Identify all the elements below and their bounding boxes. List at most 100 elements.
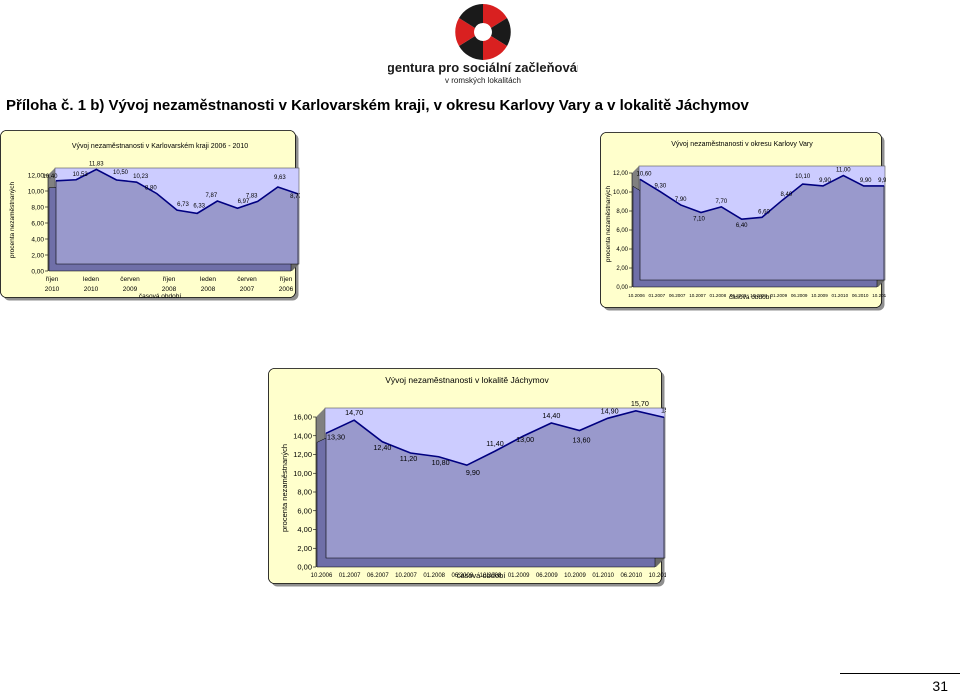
y-axis-title: procenta nezaměstnaných xyxy=(9,181,16,258)
data-label: 10,10 xyxy=(795,174,811,180)
data-label: 7,90 xyxy=(675,197,687,203)
data-label: 7,10 xyxy=(693,217,705,223)
data-label: 10,60 xyxy=(636,171,652,177)
y-tick-label: 12,00 xyxy=(28,172,45,179)
x-tick-label: 01.2009 xyxy=(508,573,530,579)
data-label: 13,30 xyxy=(327,432,345,441)
chart-title: Vývoj nezaměstnanosti v lokalitě Jáchymo… xyxy=(385,375,549,385)
y-tick-label: 2,00 xyxy=(616,266,628,272)
data-label: 13,60 xyxy=(573,436,591,445)
chart-svg: Vývoj nezaměstnanosti v lokalitě Jáchymo… xyxy=(268,368,666,587)
x-tick-label: 10.2010 xyxy=(649,573,666,579)
x-tick-label: 01.2008 xyxy=(710,293,727,298)
data-label: 8,80 xyxy=(145,186,157,192)
data-label: 12,40 xyxy=(373,443,391,452)
x-tick-label: 01.2009 xyxy=(771,293,788,298)
logo-subtitle: v romských lokalitách xyxy=(445,76,521,85)
y-tick-label: 4,00 xyxy=(297,525,312,534)
data-label: 6,97 xyxy=(238,199,250,205)
data-label: 7,70 xyxy=(715,199,727,205)
data-label: 11,83 xyxy=(89,161,104,167)
x-tick-label: leden xyxy=(83,276,99,283)
data-label: 11,40 xyxy=(486,439,503,448)
x-tick-label: 10.2007 xyxy=(395,573,417,579)
x-tick-label: leden xyxy=(200,276,216,283)
chart-title: Vývoj nezaměstnanosti v Karlovarském kra… xyxy=(72,143,248,150)
x-tick-label-year: 2008 xyxy=(162,286,177,293)
data-label: 10,50 xyxy=(113,170,129,176)
y-tick-label: 12,00 xyxy=(613,171,629,177)
data-label: 6,73 xyxy=(177,202,189,208)
y-tick-label: 14,00 xyxy=(293,431,312,440)
y-tick-label: 4,00 xyxy=(616,247,628,253)
y-axis-title: procenta nezaměstnaných xyxy=(605,185,612,262)
data-label: 7,83 xyxy=(246,193,258,199)
chart-title: Vývoj nezaměstnanosti v okresu Karlovy V… xyxy=(671,141,813,148)
data-label: 9,30 xyxy=(654,184,666,190)
x-tick-label-year: 2007 xyxy=(240,286,255,293)
data-label: 10,23 xyxy=(133,174,149,180)
x-tick-label: 06.2008 xyxy=(730,293,747,298)
x-tick-label: červen xyxy=(120,276,140,283)
x-tick-label: 01.2010 xyxy=(592,573,614,579)
x-tick-label: 10.2009 xyxy=(564,573,586,579)
data-label: 15,70 xyxy=(631,399,649,408)
x-tick-label-year: 2008 xyxy=(201,286,216,293)
data-label: 9,90 xyxy=(860,178,872,184)
data-label: 11,00 xyxy=(836,168,851,174)
chart-svg: Vývoj nezaměstnanosti v Karlovarském kra… xyxy=(0,130,300,301)
data-label: 8,77 xyxy=(290,194,300,200)
x-tick-label: 01.2007 xyxy=(339,573,361,579)
x-tick-label: 10.2009 xyxy=(811,293,828,298)
data-label: 10,40 xyxy=(42,174,58,180)
data-label: 9,90 xyxy=(878,178,886,184)
y-tick-label: 6,00 xyxy=(31,220,44,227)
y-tick-label: 0,00 xyxy=(616,285,628,291)
x-tick-label-year: 2009 xyxy=(123,286,138,293)
x-axis-title: časová období xyxy=(457,571,507,580)
data-label: 8,40 xyxy=(780,192,792,198)
y-tick-label: 8,00 xyxy=(616,209,628,215)
x-tick-label: 06.2008 xyxy=(451,573,473,579)
x-tick-label: 01.2008 xyxy=(423,573,445,579)
agency-logo-graphic: Agentura pro sociální začleňování v roms… xyxy=(378,4,589,85)
series-line xyxy=(55,168,299,215)
data-label: 14,40 xyxy=(542,411,560,420)
chart-okres-karlovy-vary: Vývoj nezaměstnanosti v okresu Karlovy V… xyxy=(600,132,886,312)
page-heading: Příloha č. 1 b) Vývoj nezaměstnanosti v … xyxy=(6,97,749,114)
page-number: 31 xyxy=(932,678,948,694)
data-label: 9,90 xyxy=(819,178,831,184)
y-tick-label: 10,00 xyxy=(613,190,629,196)
logo-name: Agentura pro sociální začleňování xyxy=(388,60,578,75)
chart-svg: Vývoj nezaměstnanosti v okresu Karlovy V… xyxy=(600,132,886,311)
data-label: 9,63 xyxy=(274,175,286,181)
y-tick-label: 8,00 xyxy=(31,204,44,211)
x-tick-label-year: 2006 xyxy=(279,286,294,293)
x-axis-title: časová období xyxy=(729,294,771,301)
x-tick-label: 10.2007 xyxy=(689,293,706,298)
x-tick-label: 06.2010 xyxy=(852,293,869,298)
data-label: 11,20 xyxy=(400,454,417,463)
data-label: 13,00 xyxy=(516,435,534,444)
data-label: 9,90 xyxy=(466,468,480,477)
y-tick-label: 10,00 xyxy=(293,469,312,478)
x-tick-label: 10.2008 xyxy=(750,293,767,298)
x-tick-label: 06.2009 xyxy=(536,573,558,579)
chart-lokalita-jachymov: Vývoj nezaměstnanosti v lokalitě Jáchymo… xyxy=(268,368,666,588)
y-tick-label: 6,00 xyxy=(297,506,312,515)
agency-logo: Agentura pro sociální začleňování v roms… xyxy=(378,2,589,86)
x-tick-label: 01.2007 xyxy=(649,293,666,298)
series-line xyxy=(325,409,665,467)
y-tick-label: 10,00 xyxy=(28,188,45,195)
x-tick-label-year: 2010 xyxy=(45,286,60,293)
footer-rule xyxy=(840,673,960,674)
y-axis-title: procenta nezaměstnaných xyxy=(280,444,289,532)
y-tick-label: 12,00 xyxy=(293,450,312,459)
data-label: 14,90 xyxy=(601,406,619,415)
y-tick-label: 0,00 xyxy=(297,563,312,572)
y-tick-label: 8,00 xyxy=(297,488,312,497)
data-label: 15,00 xyxy=(661,405,666,414)
data-label: 6,40 xyxy=(736,223,748,229)
y-tick-label: 4,00 xyxy=(31,236,44,243)
data-label: 6,60 xyxy=(758,209,770,215)
